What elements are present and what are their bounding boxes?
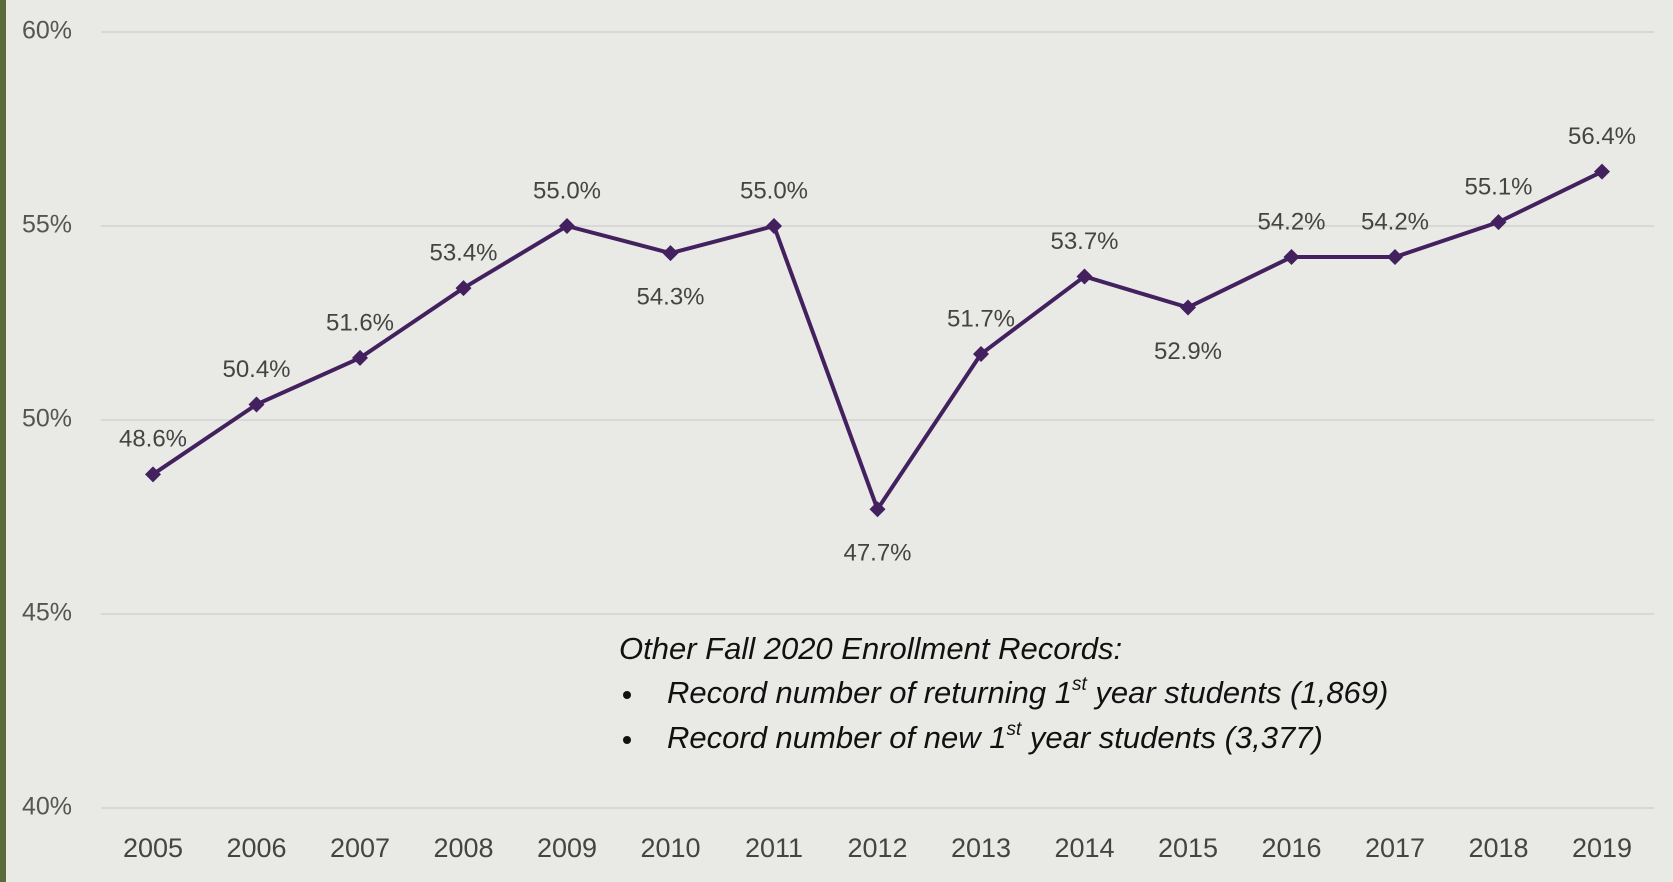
marker [145,466,161,483]
annotation-bullet: Record number of returning 1st year stud… [667,674,1388,711]
marker [1076,268,1093,285]
x-tick-label: 2009 [537,833,597,863]
x-tick-label: 2011 [745,833,803,863]
bullet [623,736,631,744]
bullet-text: Record number of new 1 [667,720,1006,755]
marker [1180,299,1196,316]
annotation-title: Other Fall 2020 Enrollment Records: [619,631,1122,666]
x-tick-label: 2019 [1572,833,1632,863]
x-tick-label: 2017 [1365,833,1425,863]
x-tick-label: 2008 [433,833,493,863]
value-label: 50.4% [222,356,290,383]
value-label: 55.0% [533,177,601,204]
x-tick-label: 2006 [226,833,286,863]
bullet-text: year students (1,869) [1087,675,1389,710]
x-tick-label: 2015 [1158,833,1218,863]
marker [1490,214,1507,231]
value-label: 48.6% [119,426,187,453]
marker [662,245,679,262]
x-tick-label: 2014 [1054,833,1114,863]
value-label: 54.2% [1361,208,1429,235]
x-tick-label: 2016 [1261,833,1321,863]
bullet-text: year students (3,377) [1021,720,1323,755]
marker [1387,249,1403,266]
x-tick-label: 2018 [1468,833,1528,863]
left-edge [0,0,6,882]
marker [352,349,368,366]
value-label: 51.6% [326,309,394,336]
marker [455,280,472,297]
value-label: 54.2% [1257,208,1325,235]
value-label: 51.7% [947,305,1015,332]
superscript: st [1072,674,1088,695]
annotation-bullet: Record number of new 1st year students (… [667,719,1323,756]
value-label: 56.4% [1568,123,1636,150]
x-tick-label: 2007 [330,833,390,863]
y-tick-label: 60% [22,17,72,45]
marker [248,396,265,413]
marker [559,218,575,234]
bullet-text: Record number of returning 1 [667,675,1072,710]
x-tick-label: 2012 [847,833,907,863]
marker [973,346,989,363]
value-label: 55.0% [740,177,808,204]
bullet [623,691,631,699]
grid [101,31,1654,809]
x-tick-label: 2005 [123,833,183,863]
marker [1283,249,1300,266]
y-tick-label: 45% [22,599,72,627]
value-label: 47.7% [843,540,911,567]
value-label: 52.9% [1154,338,1222,365]
y-tick-label: 55% [22,211,72,239]
marker [869,501,886,518]
x-tick-label: 2013 [951,833,1011,863]
value-label: 55.1% [1464,173,1532,200]
marker [1594,163,1610,180]
y-tick-label: 40% [22,793,72,821]
y-tick-label: 50% [22,405,72,433]
value-label: 53.4% [429,239,497,266]
value-label: 53.7% [1050,228,1118,255]
x-tick-label: 2010 [640,833,700,863]
value-label: 54.3% [636,284,704,311]
marker [766,218,782,234]
superscript: st [1006,719,1022,740]
